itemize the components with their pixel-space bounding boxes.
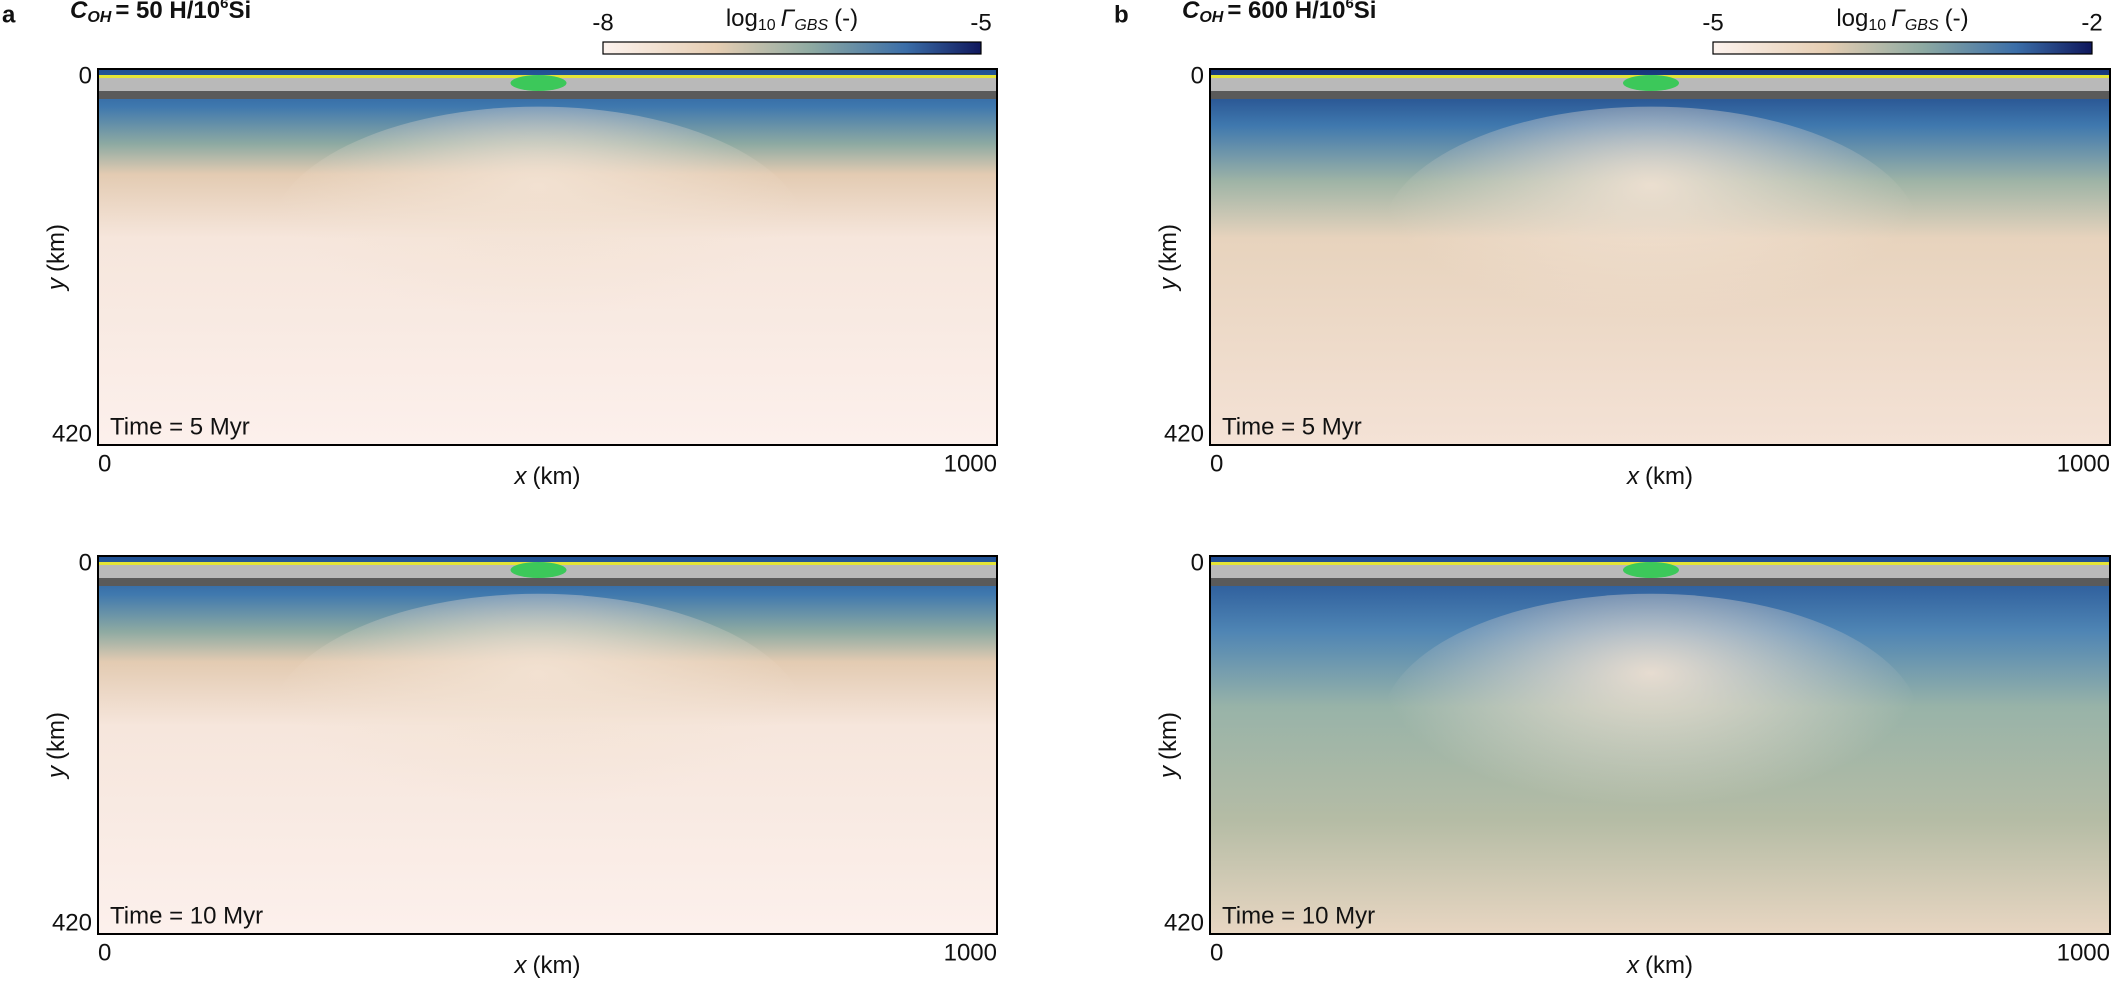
y-axis-var: y xyxy=(1155,764,1182,780)
y-axis-unit: (km) xyxy=(1155,712,1182,760)
x-axis-label: x (km) xyxy=(1626,463,1693,490)
title-sub: OH xyxy=(87,9,111,26)
y-tick-label: 0 xyxy=(1191,62,1204,89)
cb-sub: 10 xyxy=(758,17,776,34)
title-sup: 6 xyxy=(1345,0,1353,12)
cb-log: log xyxy=(726,5,758,32)
x-tick-label: 1000 xyxy=(2057,939,2110,966)
x-tick-label: 0 xyxy=(98,450,111,477)
x-tick-label: 1000 xyxy=(944,939,997,966)
x-tick-label: 1000 xyxy=(2057,450,2110,477)
y-tick-label: 420 xyxy=(1164,909,1204,936)
y-tick-label: 0 xyxy=(79,62,92,89)
y-tick-label: 420 xyxy=(52,420,92,447)
y-axis-label: y (km) xyxy=(43,712,70,780)
time-annotation: Time = 5 Myr xyxy=(1222,413,1362,440)
plot-frame xyxy=(1209,555,2111,935)
x-axis-unit: (km) xyxy=(533,952,581,979)
x-tick-label: 1000 xyxy=(944,450,997,477)
title-unit: Si xyxy=(228,0,251,24)
plot-frame xyxy=(1209,68,2111,446)
field-bulge xyxy=(1381,106,1921,370)
y-axis-var: y xyxy=(43,276,70,292)
ridge xyxy=(510,75,567,91)
time-annotation: Time = 10 Myr xyxy=(110,902,263,929)
cb-gamma: Γ xyxy=(1891,5,1906,32)
colorbar-tick-label: -5 xyxy=(1702,9,1723,36)
y-tick-label: 420 xyxy=(52,909,92,936)
x-tick-label: 0 xyxy=(1210,939,1223,966)
plot-frame xyxy=(97,555,998,935)
time-annotation: Time = 5 Myr xyxy=(110,413,250,440)
colorbar-tick-label: -8 xyxy=(592,9,613,36)
field-bulge xyxy=(1381,593,1921,859)
cb-log: log xyxy=(1836,5,1868,32)
colorbar xyxy=(1712,41,2093,55)
title-value: = 50 H/10 xyxy=(115,0,220,24)
x-axis-var: x xyxy=(514,952,528,979)
y-axis-var: y xyxy=(43,764,70,780)
field-bulge xyxy=(268,593,809,859)
y-tick-label: 0 xyxy=(1191,549,1204,576)
crust-lower xyxy=(98,578,997,586)
crust-lower xyxy=(1210,91,2110,99)
y-axis-unit: (km) xyxy=(43,224,70,272)
crust-lower xyxy=(98,91,997,99)
title-c: C xyxy=(1182,0,1200,24)
x-axis-label: x (km) xyxy=(1626,952,1693,979)
colorbar-tick-label: -5 xyxy=(970,9,991,36)
y-tick-label: 420 xyxy=(1164,420,1204,447)
x-axis-var: x xyxy=(1626,463,1640,490)
ridge xyxy=(1623,75,1679,91)
x-axis-var: x xyxy=(1626,952,1640,979)
x-axis-var: x xyxy=(514,463,528,490)
ridge xyxy=(1623,562,1679,578)
title-sup: 6 xyxy=(220,0,228,12)
field-bulge xyxy=(268,106,809,370)
x-tick-label: 0 xyxy=(98,939,111,966)
x-axis-unit: (km) xyxy=(1645,463,1693,490)
y-axis-unit: (km) xyxy=(1155,224,1182,272)
time-annotation: Time = 10 Myr xyxy=(1222,902,1375,929)
y-axis-var: y xyxy=(1155,276,1182,292)
ridge xyxy=(510,562,567,578)
panel-title: COH = 600 H/106Si xyxy=(1182,0,1376,26)
panel-label: b xyxy=(1114,1,1129,28)
panel-title: COH = 50 H/106Si xyxy=(70,0,251,26)
cb-gbs: GBS xyxy=(794,17,828,34)
plot-frame xyxy=(97,68,998,446)
y-axis-unit: (km) xyxy=(43,712,70,760)
title-sub: OH xyxy=(1199,9,1223,26)
colorbar-tick-label: -2 xyxy=(2081,9,2102,36)
x-axis-label: x (km) xyxy=(514,463,581,490)
cb-gamma: Γ xyxy=(781,5,796,32)
colorbar xyxy=(602,41,982,55)
cb-sub: 10 xyxy=(1868,17,1886,34)
x-axis-label: x (km) xyxy=(514,952,581,979)
crust-lower xyxy=(1210,578,2110,586)
y-tick-label: 0 xyxy=(79,549,92,576)
panel-label: a xyxy=(2,1,16,28)
cb-gbs: GBS xyxy=(1905,17,1939,34)
x-axis-unit: (km) xyxy=(1645,952,1693,979)
x-tick-label: 0 xyxy=(1210,450,1223,477)
title-c: C xyxy=(70,0,88,24)
title-unit: Si xyxy=(1354,0,1377,24)
cb-unit: (-) xyxy=(834,5,858,32)
y-axis-label: y (km) xyxy=(1155,224,1182,292)
colorbar-label: log10 ΓGBS (-) xyxy=(726,5,858,34)
y-axis-label: y (km) xyxy=(43,224,70,292)
title-value: = 600 H/10 xyxy=(1227,0,1345,24)
cb-unit: (-) xyxy=(1945,5,1969,32)
x-axis-unit: (km) xyxy=(533,463,581,490)
colorbar-label: log10 ΓGBS (-) xyxy=(1836,5,1968,34)
y-axis-label: y (km) xyxy=(1155,712,1182,780)
